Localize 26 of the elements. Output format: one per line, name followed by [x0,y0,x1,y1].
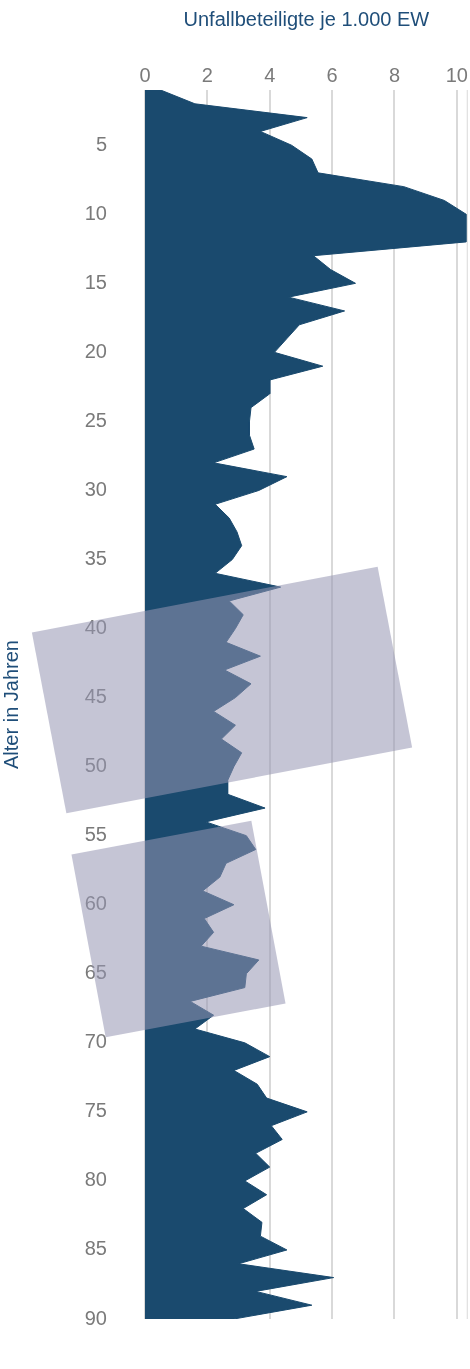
y-tick-label: 5 [95,132,107,155]
y-tick-label: 45 [84,685,107,708]
x-axis-title: Unfallbeteiligte je 1.000 EW [183,7,430,30]
x-tick-label: 8 [388,63,401,86]
y-tick-label: 70 [84,1030,107,1053]
y-tick-label: 10 [84,201,107,224]
y-tick-label: 40 [84,616,107,639]
y-tick-label: 65 [84,961,107,984]
y-tick-label: 50 [84,754,107,777]
y-tick-label: 60 [84,892,107,915]
y-tick-label: 35 [84,547,107,570]
y-tick-label: 80 [84,1168,107,1191]
x-tick-label: 6 [326,63,338,86]
y-tick-label: 75 [84,1099,107,1122]
x-tick-label: 4 [264,63,276,86]
x-tick-label: 0 [139,63,151,86]
y-tick-label: 85 [84,1237,107,1260]
y-tick-label: 30 [84,477,107,500]
x-tick-label: 2 [201,63,213,86]
y-tick-label: 20 [84,339,107,362]
y-tick-label: 25 [84,408,107,431]
y-axis-title: Alter in Jahren [0,640,22,769]
y-tick-label: 15 [84,270,107,293]
y-tick-label: 55 [84,823,107,846]
x-tick-label: 10 [445,63,468,86]
y-tick-label: 90 [84,1306,107,1329]
